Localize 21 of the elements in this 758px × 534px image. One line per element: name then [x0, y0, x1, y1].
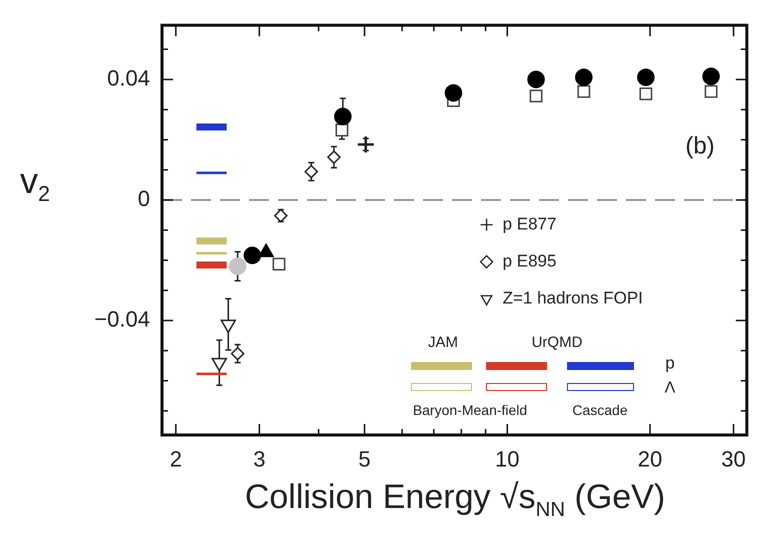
x-tick-label: 5: [358, 446, 371, 472]
y-tick-label: −0.04: [94, 306, 150, 332]
x-tick-label: 3: [253, 446, 266, 472]
x-tick-label: 2: [170, 446, 182, 472]
y-tick-label: 0.04: [107, 66, 150, 90]
legend-label: p E877: [502, 214, 556, 234]
y-tick-label: 0: [138, 186, 150, 212]
annotation: UrQMD: [532, 334, 583, 352]
annotation: (b): [685, 132, 715, 160]
x-tick-label: 30: [721, 446, 746, 472]
x-tick-label: 10: [495, 446, 520, 472]
x-tick-label: 20: [638, 446, 662, 472]
x-axis-title: Collision Energy √s$_{NN}$ (GeV): [244, 478, 666, 522]
annotation: p: [665, 354, 675, 373]
annotation: Baryon-Mean-field: [412, 402, 528, 418]
annotation: JAM: [428, 334, 458, 352]
annotation: Cascade: [572, 402, 628, 418]
legend-label: Z=1 hadrons FOPI: [502, 288, 643, 308]
y-axis-title: v$_{2}$: [20, 160, 50, 208]
legend-label: p E895: [502, 251, 556, 270]
annotation: Λ: [664, 379, 676, 396]
